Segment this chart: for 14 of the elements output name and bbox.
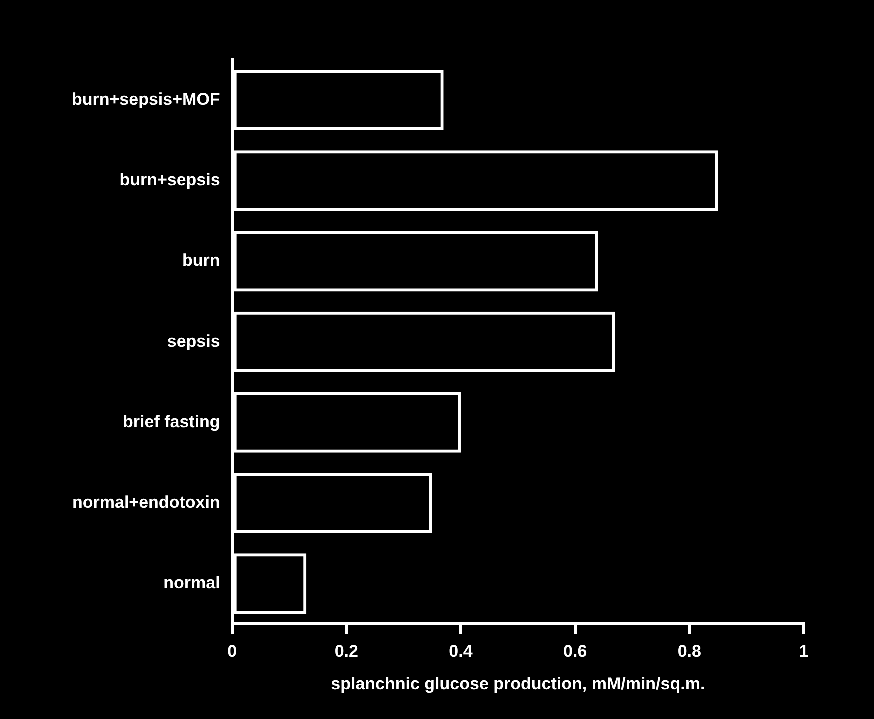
y-tick-label: normal+endotoxin [72, 492, 220, 512]
x-tick-label: 0.8 [678, 642, 702, 662]
y-tick-label: sepsis [167, 332, 220, 351]
y-tick-label: burn [182, 251, 220, 270]
x-tick-label: 1 [799, 642, 809, 662]
y-tick-label: normal [164, 574, 220, 593]
x-tick-label: 0.4 [449, 642, 474, 662]
y-tick-label: burn+sepsis+MOF [72, 90, 220, 109]
y-tick-label: burn+sepsis [120, 170, 220, 190]
x-axis-title: splanchnic glucose production, mM/min/sq.m. [331, 674, 706, 694]
x-tick-label: 0.6 [564, 642, 588, 662]
x-tick-label: 0 [228, 642, 238, 662]
y-tick-label: brief fasting [123, 412, 220, 432]
x-tick-label: 0.2 [334, 642, 358, 662]
